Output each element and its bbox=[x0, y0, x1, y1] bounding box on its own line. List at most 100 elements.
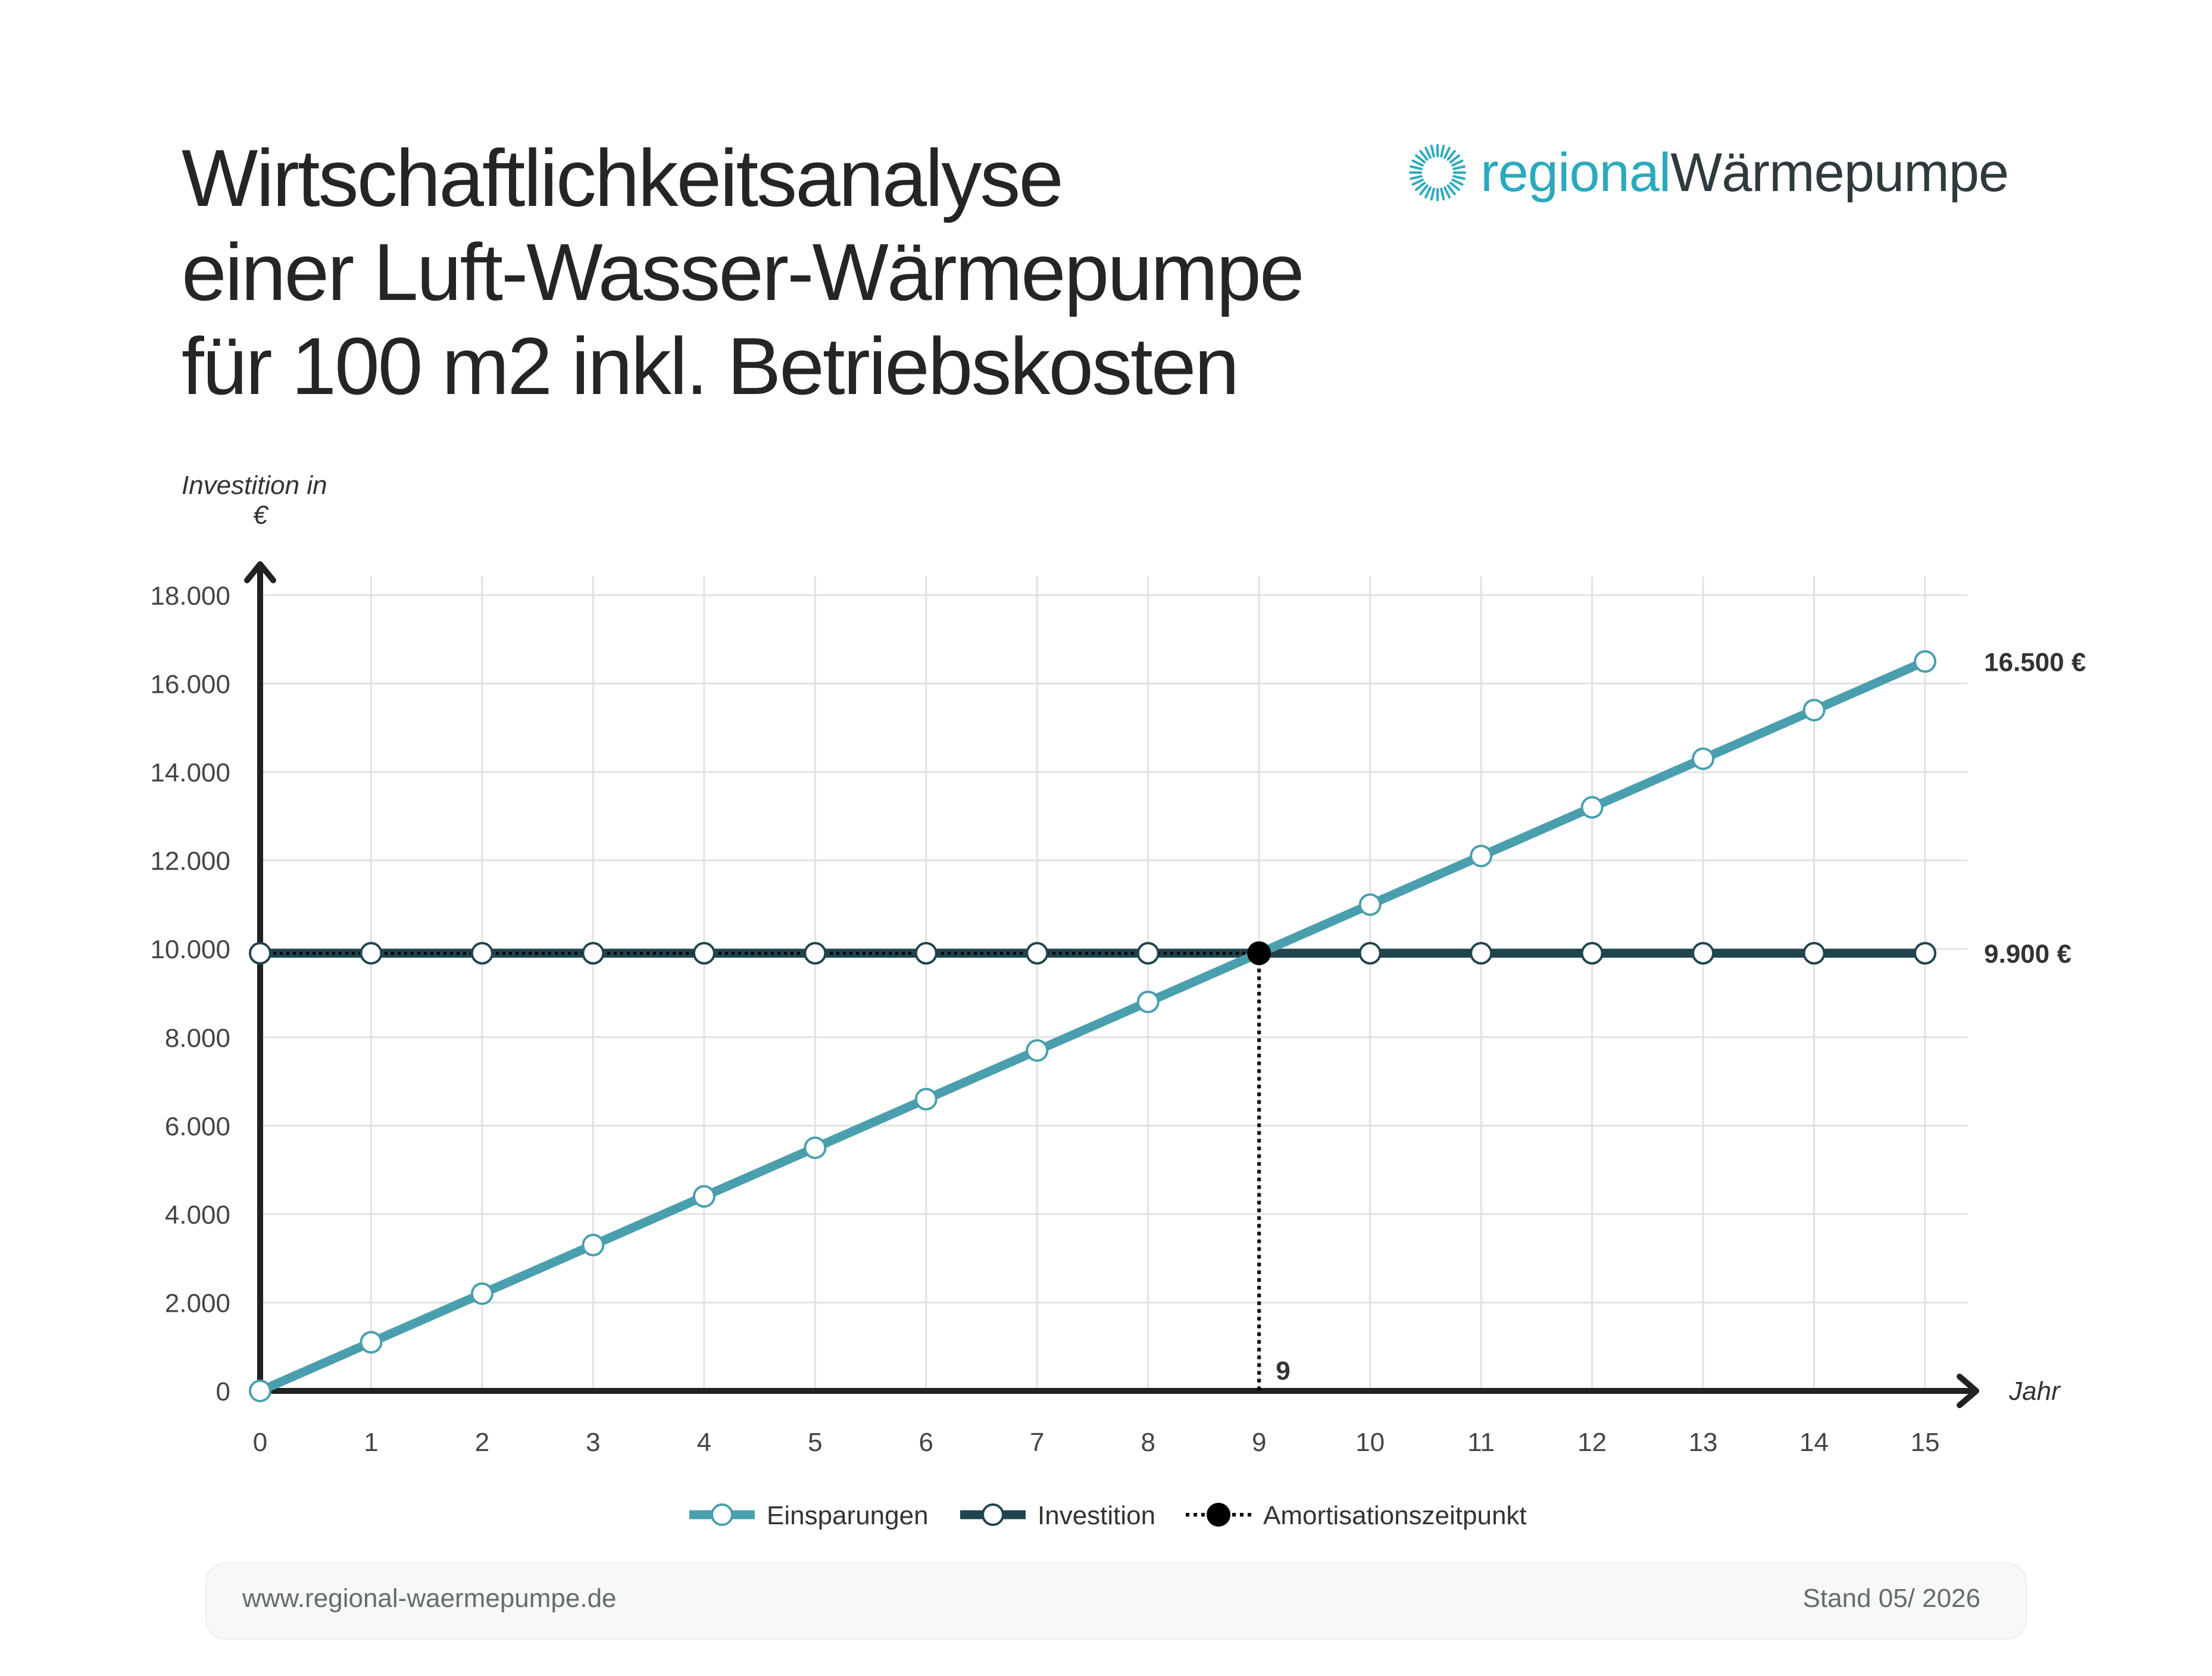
x-tick-label: 15 bbox=[1911, 1428, 1940, 1457]
sun-ray bbox=[1444, 146, 1451, 159]
marker-einsparungen bbox=[1470, 845, 1493, 868]
title-line-1: Wirtschaftlichkeitsanalyse bbox=[182, 133, 1064, 223]
marker-einsparungen bbox=[1580, 796, 1604, 819]
legend-swatch-marker-einsparungen bbox=[711, 1503, 733, 1526]
y-tick-label: 4.000 bbox=[165, 1200, 230, 1230]
marker-einsparungen bbox=[360, 1331, 383, 1354]
x-tick-label: 14 bbox=[1799, 1428, 1829, 1457]
marker-investition bbox=[360, 942, 383, 965]
x-tick-label: 2 bbox=[475, 1428, 489, 1457]
sun-ray bbox=[1424, 146, 1432, 159]
footer-date: Stand 05/ 2026 bbox=[1802, 1584, 1980, 1613]
sun-ray bbox=[1444, 186, 1451, 199]
marker-einsparungen bbox=[804, 1136, 827, 1159]
legend-label-amortisation: Amortisationszeitpunkt bbox=[1263, 1501, 1527, 1530]
x-tick-label: 11 bbox=[1467, 1428, 1495, 1457]
marker-investition bbox=[1026, 942, 1049, 965]
end-label-einsparungen: 16.500 € bbox=[1984, 648, 2086, 677]
brand-name-part1: regional bbox=[1480, 142, 1671, 203]
sun-burst-icon bbox=[1409, 144, 1466, 201]
brand-name-part2: Wärmepumpe bbox=[1670, 142, 2009, 203]
x-axis-arrow bbox=[1957, 1374, 1979, 1408]
x-tick-label: 13 bbox=[1689, 1428, 1718, 1457]
x-tick-label: 8 bbox=[1141, 1428, 1155, 1457]
page-title: Wirtschaftlichkeitsanalyse einer Luft-Wa… bbox=[182, 131, 1305, 413]
marker-einsparungen bbox=[1136, 990, 1160, 1014]
y-tick-label: 14.000 bbox=[150, 758, 230, 787]
y-tick-label: 18.000 bbox=[150, 581, 230, 611]
y-tick-label: 16.000 bbox=[150, 670, 230, 699]
x-tick-label: 9 bbox=[1252, 1428, 1266, 1457]
y-tick-label: 0 bbox=[216, 1377, 230, 1406]
y-tick-label: 2.000 bbox=[165, 1289, 230, 1318]
x-tick-label: 4 bbox=[697, 1428, 711, 1457]
marker-investition bbox=[249, 942, 271, 965]
marker-investition bbox=[1802, 942, 1826, 965]
brand-logo: regionalWärmepumpe bbox=[1408, 137, 2009, 208]
sun-ray bbox=[1415, 154, 1426, 164]
footer-bar: www.regional-waermepumpe.de Stand 05/ 20… bbox=[205, 1562, 2027, 1640]
sun-ray bbox=[1449, 182, 1460, 191]
marker-einsparungen bbox=[1026, 1039, 1049, 1062]
sun-ray bbox=[1430, 145, 1435, 158]
x-tick-label: 5 bbox=[808, 1428, 822, 1457]
marker-breakeven bbox=[1247, 941, 1271, 965]
marker-einsparungen bbox=[582, 1233, 605, 1256]
sun-ray bbox=[1446, 150, 1456, 161]
marker-einsparungen bbox=[1358, 893, 1382, 916]
x-tick-label: 6 bbox=[919, 1428, 933, 1457]
marker-investition bbox=[1136, 942, 1160, 965]
title-line-2: einer Luft-Wasser-Wärmepumpe bbox=[182, 227, 1305, 317]
marker-einsparungen bbox=[692, 1185, 716, 1208]
sun-ray bbox=[1451, 179, 1464, 186]
sun-ray bbox=[1419, 150, 1429, 161]
marker-investition bbox=[914, 942, 938, 965]
marker-investition bbox=[804, 942, 827, 965]
marker-investition bbox=[692, 942, 716, 965]
marker-einsparungen bbox=[470, 1282, 493, 1305]
breakeven-label: 9 bbox=[1276, 1356, 1290, 1386]
y-tick-label: 12.000 bbox=[150, 847, 230, 876]
marker-einsparungen bbox=[1914, 650, 1936, 673]
y-axis-label: Investition in bbox=[182, 471, 327, 500]
sun-ray bbox=[1415, 182, 1426, 191]
sun-ray bbox=[1452, 165, 1466, 170]
grid bbox=[260, 576, 1967, 1391]
x-tick-label: 7 bbox=[1030, 1428, 1044, 1457]
sun-ray bbox=[1410, 175, 1423, 180]
legend-swatch-marker-investition bbox=[982, 1503, 1004, 1526]
sun-ray bbox=[1452, 175, 1466, 180]
x-tick-label: 1 bbox=[364, 1428, 378, 1457]
x-tick-label: 10 bbox=[1355, 1428, 1385, 1457]
marker-investition bbox=[1470, 942, 1493, 965]
sun-ray bbox=[1449, 154, 1460, 164]
marker-einsparungen bbox=[1692, 747, 1715, 770]
y-tick-label: 10.000 bbox=[150, 935, 230, 964]
chart: 0 2.000 4.000 6.000 8.000 10.000 12.000 14.000 1… bbox=[150, 471, 2086, 1530]
sun-ray bbox=[1419, 184, 1429, 195]
y-tick-label: 6.000 bbox=[165, 1112, 230, 1141]
sun-ray bbox=[1411, 179, 1424, 186]
sun-ray bbox=[1440, 187, 1445, 201]
y-tick-label: 8.000 bbox=[165, 1024, 230, 1053]
x-axis-label: Jahr bbox=[2008, 1377, 2061, 1406]
series-line-einsparungen bbox=[258, 657, 1927, 1395]
sun-ray bbox=[1430, 187, 1435, 201]
sun-ray bbox=[1451, 160, 1464, 167]
y-axis-label-unit: € bbox=[253, 501, 269, 530]
marker-investition bbox=[1692, 942, 1715, 965]
marker-investition bbox=[1358, 942, 1382, 965]
marker-investition bbox=[1580, 942, 1604, 965]
sun-ray bbox=[1446, 184, 1456, 195]
footer-url: www.regional-waermepumpe.de bbox=[242, 1584, 617, 1613]
marker-investition bbox=[470, 942, 493, 965]
marker-investition bbox=[1914, 942, 1936, 965]
brand-name: regionalWärmepumpe bbox=[1480, 142, 2009, 204]
y-axis-arrow bbox=[244, 561, 276, 583]
sun-ray bbox=[1440, 145, 1445, 158]
marker-einsparungen bbox=[249, 1380, 271, 1402]
marker-einsparungen bbox=[914, 1087, 938, 1111]
title-line-3: für 100 m2 inkl. Betriebskosten bbox=[182, 321, 1239, 411]
sun-ray bbox=[1424, 186, 1432, 199]
marker-investition bbox=[582, 942, 605, 965]
